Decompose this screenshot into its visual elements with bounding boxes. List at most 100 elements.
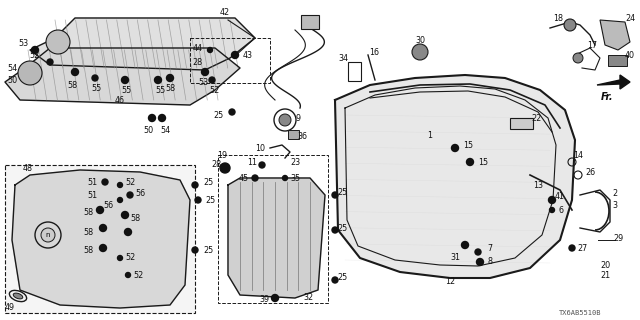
- Text: 25: 25: [338, 223, 348, 233]
- Polygon shape: [228, 178, 325, 298]
- Polygon shape: [12, 170, 190, 308]
- Circle shape: [31, 46, 38, 53]
- Text: 52: 52: [133, 270, 143, 279]
- Circle shape: [154, 76, 161, 84]
- Circle shape: [99, 225, 106, 231]
- Text: 30: 30: [415, 36, 425, 44]
- Circle shape: [220, 163, 230, 173]
- Text: 53: 53: [198, 77, 208, 86]
- Circle shape: [18, 61, 42, 85]
- Circle shape: [564, 19, 576, 31]
- Circle shape: [412, 44, 428, 60]
- Text: 58: 58: [83, 207, 93, 217]
- Text: 31: 31: [450, 253, 460, 262]
- Text: 25: 25: [203, 178, 213, 187]
- Polygon shape: [30, 18, 255, 70]
- Text: 8: 8: [488, 258, 493, 267]
- Text: 35: 35: [290, 173, 300, 182]
- Circle shape: [97, 206, 104, 213]
- Circle shape: [271, 294, 278, 301]
- Text: 44: 44: [193, 44, 203, 52]
- Circle shape: [259, 162, 265, 168]
- Text: 49: 49: [5, 303, 15, 313]
- Circle shape: [548, 196, 556, 204]
- Circle shape: [467, 158, 474, 165]
- Text: 3: 3: [612, 201, 618, 210]
- Circle shape: [47, 59, 53, 65]
- Text: 41: 41: [555, 191, 565, 201]
- Text: 17: 17: [587, 41, 597, 50]
- Circle shape: [102, 179, 108, 185]
- Text: 1: 1: [428, 131, 433, 140]
- Text: 58: 58: [83, 245, 93, 254]
- Text: 40: 40: [625, 51, 635, 60]
- Text: 54: 54: [7, 63, 17, 73]
- Text: 36: 36: [297, 132, 307, 140]
- Circle shape: [202, 68, 209, 76]
- Polygon shape: [335, 75, 575, 278]
- FancyBboxPatch shape: [287, 130, 298, 139]
- Text: 32: 32: [303, 293, 313, 302]
- FancyBboxPatch shape: [509, 117, 532, 129]
- Text: 16: 16: [369, 47, 379, 57]
- Circle shape: [282, 175, 287, 180]
- Text: 25: 25: [338, 188, 348, 196]
- Circle shape: [332, 227, 338, 233]
- Text: 52: 52: [210, 85, 220, 94]
- Text: 28: 28: [192, 58, 202, 67]
- Circle shape: [207, 47, 212, 52]
- Text: 2: 2: [612, 188, 618, 197]
- Text: 50: 50: [7, 76, 17, 84]
- Text: n: n: [45, 232, 51, 238]
- Circle shape: [148, 115, 156, 122]
- Text: 19: 19: [217, 150, 227, 159]
- Text: 58: 58: [67, 81, 77, 90]
- Circle shape: [122, 76, 129, 84]
- Circle shape: [46, 30, 70, 54]
- Circle shape: [332, 277, 338, 283]
- Text: 29: 29: [613, 234, 623, 243]
- Text: 6: 6: [559, 205, 563, 214]
- Circle shape: [92, 75, 98, 81]
- Text: 25: 25: [203, 245, 213, 254]
- Text: 50: 50: [143, 125, 153, 134]
- Text: 43: 43: [243, 51, 253, 60]
- Text: 52: 52: [125, 253, 135, 262]
- Polygon shape: [597, 75, 630, 89]
- Circle shape: [195, 197, 201, 203]
- Text: 34: 34: [338, 53, 348, 62]
- Circle shape: [125, 228, 131, 236]
- Polygon shape: [600, 20, 630, 50]
- Circle shape: [279, 114, 291, 126]
- Text: 52: 52: [125, 178, 135, 187]
- Text: 51: 51: [87, 190, 97, 199]
- Circle shape: [118, 182, 122, 188]
- Text: 58: 58: [130, 213, 140, 222]
- Text: 27: 27: [577, 244, 587, 252]
- Text: 42: 42: [220, 7, 230, 17]
- Circle shape: [99, 244, 106, 252]
- Text: 46: 46: [115, 95, 125, 105]
- Circle shape: [118, 197, 122, 203]
- Circle shape: [232, 52, 239, 59]
- FancyBboxPatch shape: [301, 15, 319, 29]
- Text: 56: 56: [135, 188, 145, 197]
- Text: 26: 26: [585, 167, 595, 177]
- Text: 15: 15: [478, 157, 488, 166]
- Circle shape: [127, 192, 133, 198]
- Text: 15: 15: [463, 140, 473, 149]
- Text: 25: 25: [213, 110, 223, 119]
- Text: 56: 56: [103, 201, 113, 210]
- Text: 20: 20: [600, 260, 610, 269]
- Circle shape: [41, 228, 55, 242]
- Polygon shape: [5, 48, 240, 105]
- Text: 11: 11: [247, 157, 257, 166]
- Text: 28: 28: [211, 159, 221, 169]
- Circle shape: [573, 53, 583, 63]
- Circle shape: [166, 75, 173, 82]
- Ellipse shape: [13, 293, 23, 299]
- Circle shape: [569, 245, 575, 251]
- Circle shape: [451, 145, 458, 151]
- Text: 24: 24: [625, 13, 635, 22]
- Circle shape: [475, 249, 481, 255]
